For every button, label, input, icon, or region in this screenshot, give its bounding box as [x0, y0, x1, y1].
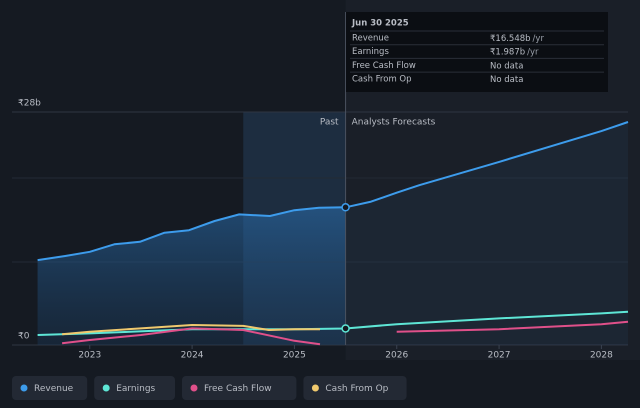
- tooltip-value-text: ₹16.548b: [490, 34, 531, 44]
- forecast-label: Analysts Forecasts: [352, 118, 436, 128]
- x-tick-label: 2026: [385, 351, 408, 361]
- legend-pill[interactable]: [303, 376, 407, 400]
- series-line: [396, 320, 629, 333]
- tooltip-value-text: ₹1.987b: [490, 47, 525, 57]
- legend-item[interactable]: Cash From Op: [303, 376, 407, 400]
- x-tick-label: 2023: [78, 351, 101, 361]
- tooltip-value-text: No data: [490, 61, 523, 71]
- legend-pill[interactable]: [12, 376, 88, 400]
- tooltip-unit: /yr: [527, 47, 539, 57]
- tooltip-value: No data: [490, 61, 523, 71]
- x-tick-label: 2027: [488, 351, 511, 361]
- legend-item[interactable]: Earnings: [94, 376, 175, 400]
- series-line: [62, 324, 320, 336]
- legend-pill[interactable]: [182, 376, 297, 400]
- x-tick-label: 2025: [283, 351, 306, 361]
- series-line: [61, 327, 321, 346]
- legend-item[interactable]: Revenue: [12, 376, 88, 400]
- tooltip-value: ₹16.548b/yr: [490, 34, 544, 44]
- hover-point: [341, 324, 350, 333]
- y-tick-label: ₹28b: [18, 99, 41, 109]
- x-tick-label: 2028: [590, 351, 613, 361]
- series-line: [37, 121, 629, 262]
- legend-swatch: [20, 384, 28, 392]
- legend-swatch: [190, 384, 198, 392]
- legend-swatch: [102, 384, 110, 392]
- tooltip-label: Free Cash Flow: [352, 61, 416, 71]
- tooltip-value: ₹1.987b/yr: [490, 47, 539, 57]
- x-tick-label: 2024: [181, 351, 204, 361]
- legend-label: Revenue: [34, 384, 74, 394]
- legend-label: Earnings: [116, 384, 155, 394]
- tooltip: Jun 30 2025 Revenue ₹16.548b/yr Earnings ₹1.…: [346, 12, 608, 92]
- tooltip-label: Revenue: [352, 34, 389, 44]
- hover-point: [341, 203, 350, 212]
- legend-item[interactable]: Free Cash Flow: [182, 376, 297, 400]
- tooltip-unit: /yr: [533, 34, 545, 44]
- revenue-area: [37, 207, 346, 345]
- legend-pill[interactable]: [94, 376, 175, 400]
- past-label: Past: [320, 118, 339, 128]
- y-tick-label: ₹0: [18, 332, 30, 342]
- tooltip-date: Jun 30 2025: [351, 19, 409, 29]
- tooltip-label: Cash From Op: [352, 75, 412, 85]
- legend-label: Cash From Op: [325, 384, 388, 394]
- revenue-forecast-area: [345, 121, 628, 345]
- tooltip-box: [346, 12, 608, 92]
- tooltip-value-text: No data: [490, 75, 523, 85]
- legend-swatch: [311, 384, 319, 392]
- tooltip-label: Earnings: [352, 47, 389, 57]
- tooltip-value: No data: [490, 75, 523, 85]
- legend-label: Free Cash Flow: [204, 384, 272, 394]
